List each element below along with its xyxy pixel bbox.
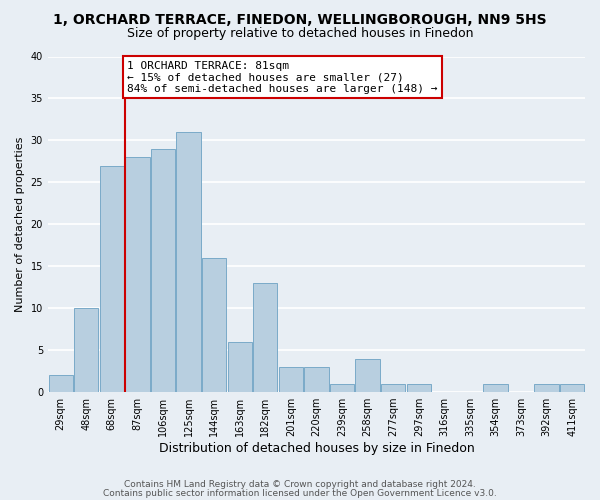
- Bar: [304, 367, 329, 392]
- Bar: [381, 384, 406, 392]
- Bar: [253, 283, 277, 392]
- Bar: [330, 384, 354, 392]
- Bar: [279, 367, 303, 392]
- Text: 1 ORCHARD TERRACE: 81sqm
← 15% of detached houses are smaller (27)
84% of semi-d: 1 ORCHARD TERRACE: 81sqm ← 15% of detach…: [127, 60, 438, 94]
- Bar: [202, 258, 226, 392]
- X-axis label: Distribution of detached houses by size in Finedon: Distribution of detached houses by size …: [158, 442, 475, 455]
- Text: Contains public sector information licensed under the Open Government Licence v3: Contains public sector information licen…: [103, 488, 497, 498]
- Bar: [535, 384, 559, 392]
- Bar: [560, 384, 584, 392]
- Text: Size of property relative to detached houses in Finedon: Size of property relative to detached ho…: [127, 28, 473, 40]
- Text: 1, ORCHARD TERRACE, FINEDON, WELLINGBOROUGH, NN9 5HS: 1, ORCHARD TERRACE, FINEDON, WELLINGBORO…: [53, 12, 547, 26]
- Bar: [151, 149, 175, 392]
- Bar: [407, 384, 431, 392]
- Bar: [355, 358, 380, 392]
- Text: Contains HM Land Registry data © Crown copyright and database right 2024.: Contains HM Land Registry data © Crown c…: [124, 480, 476, 489]
- Bar: [125, 157, 149, 392]
- Bar: [49, 376, 73, 392]
- Y-axis label: Number of detached properties: Number of detached properties: [15, 136, 25, 312]
- Bar: [74, 308, 98, 392]
- Bar: [484, 384, 508, 392]
- Bar: [176, 132, 201, 392]
- Bar: [227, 342, 252, 392]
- Bar: [100, 166, 124, 392]
